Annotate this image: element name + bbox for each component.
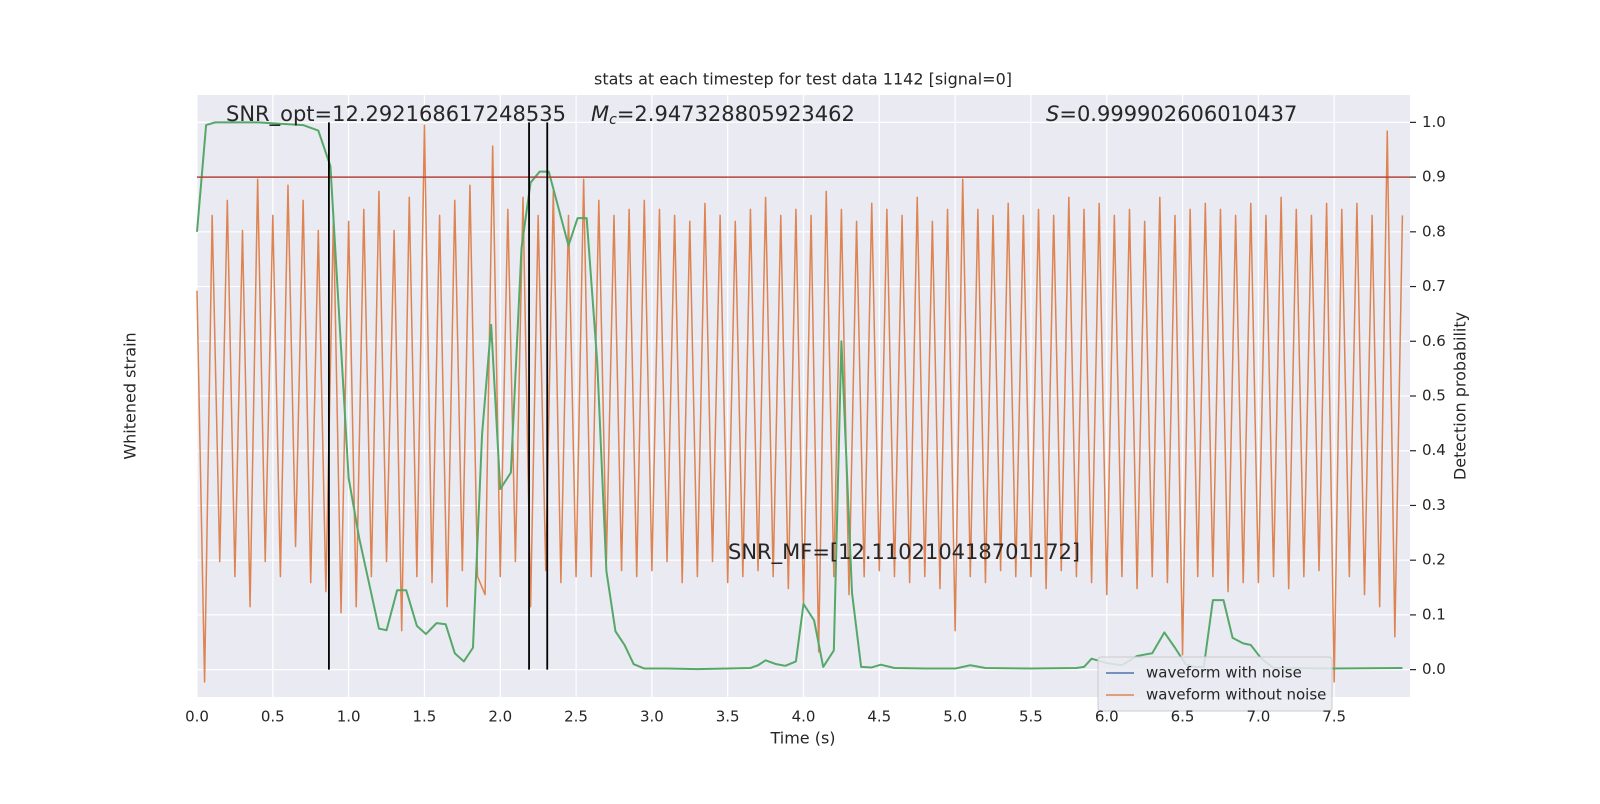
x-tick-label: 6.0 xyxy=(1095,708,1119,726)
annotation-symbol: S xyxy=(1046,102,1059,126)
annotation: Mc=2.947328805923462 xyxy=(591,102,855,128)
x-tick-label: 1.0 xyxy=(337,708,361,726)
y2-tick-label: 0.6 xyxy=(1422,332,1446,350)
legend-box xyxy=(1097,656,1333,712)
y2-tick-label: 0.8 xyxy=(1422,222,1446,240)
y2-tick-label: 0.2 xyxy=(1422,551,1446,569)
x-tick-label: 4.5 xyxy=(867,708,891,726)
y2-axis-label: Detection probability xyxy=(1451,312,1470,480)
y2-tick-label: 0.0 xyxy=(1422,660,1446,678)
y2-tick-label: 0.5 xyxy=(1422,387,1446,405)
series-line xyxy=(196,121,1403,671)
y2-tick-label: 1.0 xyxy=(1422,113,1446,131)
x-tick-label: 0.5 xyxy=(261,708,285,726)
x-tick-label: 7.5 xyxy=(1322,708,1346,726)
annotation-text: =2.947328805923462 xyxy=(617,102,855,126)
annotation: SNR_opt=12.292168617248535 xyxy=(226,102,566,127)
x-tick-label: 0.0 xyxy=(185,708,209,726)
chart-title: stats at each timestep for test data 114… xyxy=(594,70,1012,89)
y2-tick-label: 0.3 xyxy=(1422,496,1446,514)
annotation: S=0.999902606010437 xyxy=(1046,102,1297,126)
annotation-subscript: c xyxy=(609,112,617,128)
x-tick-label: 2.0 xyxy=(488,708,512,726)
annotation-symbol: M xyxy=(591,102,609,126)
x-tick-label: 4.0 xyxy=(792,708,816,726)
legend-label: waveform with noise xyxy=(1146,664,1302,682)
x-tick-label: 3.5 xyxy=(716,708,740,726)
x-tick-label: 5.0 xyxy=(943,708,967,726)
y-axis-label: Whitened strain xyxy=(121,332,140,459)
y2-tick-label: 0.4 xyxy=(1422,441,1446,459)
x-tick-label: 5.5 xyxy=(1019,708,1043,726)
x-axis-label: Time (s) xyxy=(769,729,835,748)
x-tick-label: 2.5 xyxy=(564,708,588,726)
annotation: SNR_MF=[12.110210418701172] xyxy=(728,540,1080,565)
annotation-text: =0.999902606010437 xyxy=(1059,102,1297,126)
x-tick-label: 3.0 xyxy=(640,708,664,726)
y2-tick-label: 0.7 xyxy=(1422,277,1446,295)
series-line xyxy=(196,124,1404,683)
x-tick-label: 6.5 xyxy=(1171,708,1195,726)
y2-tick-label: 0.1 xyxy=(1422,605,1446,623)
legend-label: waveform without noise xyxy=(1146,686,1326,704)
x-tick-label: 1.5 xyxy=(413,708,437,726)
y2-tick-label: 0.9 xyxy=(1422,168,1446,186)
x-tick-label: 7.0 xyxy=(1246,708,1270,726)
